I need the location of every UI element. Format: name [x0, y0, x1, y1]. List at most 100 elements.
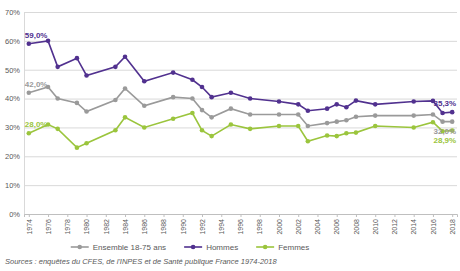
- source-note: Sources : enquêtes du CFES, de l'INPES e…: [5, 257, 277, 266]
- x-tick-label: 1974: [26, 219, 33, 235]
- series-point: [354, 114, 359, 119]
- data-label: 32,0%: [434, 127, 457, 136]
- series-point: [55, 96, 60, 101]
- series-point: [325, 121, 330, 126]
- series-point: [84, 109, 89, 114]
- series-point: [277, 124, 282, 129]
- y-tick: 50%: [5, 66, 457, 75]
- x-tick-label: 1984: [122, 219, 129, 235]
- x-tick-mark: [298, 214, 299, 217]
- series-point: [306, 139, 311, 144]
- x-tick-label: 1980: [83, 219, 90, 235]
- series-point: [142, 125, 147, 130]
- series-point: [373, 102, 378, 107]
- series-point: [344, 131, 349, 136]
- x-tick: 2008: [353, 214, 360, 235]
- x-tick-mark: [317, 214, 318, 217]
- series-point: [113, 128, 118, 133]
- series-point: [440, 111, 445, 116]
- x-tick: 2014: [410, 214, 417, 235]
- x-tick: 1980: [83, 214, 90, 235]
- series-point: [277, 112, 282, 117]
- grid-line: [24, 70, 457, 71]
- series-point: [440, 119, 445, 124]
- legend-label: Hommes: [206, 243, 238, 252]
- series-point: [229, 91, 234, 96]
- series-point: [75, 56, 80, 61]
- series-point: [75, 101, 80, 106]
- x-tick-mark: [106, 214, 107, 217]
- x-tick-mark: [67, 214, 68, 217]
- series-point: [373, 113, 378, 118]
- x-axis-line: [25, 215, 458, 218]
- x-tick: 2006: [333, 214, 340, 235]
- series-point: [123, 54, 128, 59]
- series-point: [27, 41, 32, 46]
- legend-label: Ensemble 18-75 ans: [93, 243, 166, 252]
- x-tick-label: 2012: [391, 219, 398, 235]
- x-tick: 1988: [160, 214, 167, 235]
- x-tick-mark: [433, 214, 434, 217]
- x-tick-mark: [356, 214, 357, 217]
- grid-line: [24, 156, 457, 157]
- series-point: [200, 128, 205, 133]
- x-tick-mark: [202, 214, 203, 217]
- x-tick-label: 1976: [45, 219, 52, 235]
- series-point: [306, 124, 311, 129]
- series-point: [296, 124, 301, 129]
- x-tick-mark: [394, 214, 395, 217]
- x-tick-label: 1988: [160, 219, 167, 235]
- legend-label: Femmes: [278, 243, 309, 252]
- x-tick-mark: [87, 214, 88, 217]
- series-point: [84, 73, 89, 78]
- series-point: [113, 98, 118, 103]
- series-point: [142, 103, 147, 108]
- x-tick: 2000: [276, 214, 283, 235]
- legend-item: Hommes: [184, 243, 238, 252]
- plot-area: [27, 39, 455, 150]
- series-point: [344, 105, 349, 110]
- grid-line: [24, 127, 457, 128]
- x-tick-label: 2004: [314, 219, 321, 235]
- x-axis: 1974197619781980198219841986198819901992…: [25, 214, 458, 235]
- x-tick-mark: [337, 214, 338, 217]
- series-point: [411, 99, 416, 104]
- series-point: [248, 112, 253, 117]
- series-point: [296, 112, 301, 117]
- x-tick: 2016: [430, 214, 437, 235]
- x-tick-label: 2018: [449, 219, 456, 235]
- y-tick: 0%: [9, 210, 457, 219]
- x-tick: 2012: [391, 214, 398, 235]
- grid-line: [24, 99, 457, 100]
- x-tick: 1992: [199, 214, 206, 235]
- series-point: [334, 102, 339, 107]
- x-tick: 1990: [180, 214, 187, 235]
- y-tick: 70%: [5, 8, 457, 17]
- series-point: [373, 124, 378, 129]
- series-point: [334, 134, 339, 139]
- y-tick-label: 30%: [5, 123, 20, 132]
- y-tick-label: 40%: [5, 94, 20, 103]
- legend-item: Ensemble 18-75 ans: [71, 243, 166, 252]
- series-point: [171, 116, 176, 121]
- series-point: [75, 145, 80, 150]
- series-line: [29, 41, 452, 113]
- series-point: [277, 99, 282, 104]
- series-line: [29, 87, 452, 126]
- series-point: [325, 133, 330, 138]
- series-point: [123, 86, 128, 91]
- series-point: [55, 65, 60, 70]
- x-tick-mark: [260, 214, 261, 217]
- x-tick-mark: [241, 214, 242, 217]
- x-tick-label: 2010: [372, 219, 379, 235]
- series-point: [171, 70, 176, 75]
- legend-marker: [191, 245, 196, 250]
- y-tick-label: 0%: [9, 210, 20, 219]
- x-tick-mark: [452, 214, 453, 217]
- series-point: [209, 115, 214, 120]
- series-point: [411, 125, 416, 130]
- x-tick: 2004: [314, 214, 321, 235]
- x-tick-label: 2016: [430, 219, 437, 235]
- grid-line: [24, 12, 457, 13]
- x-tick-mark: [279, 214, 280, 217]
